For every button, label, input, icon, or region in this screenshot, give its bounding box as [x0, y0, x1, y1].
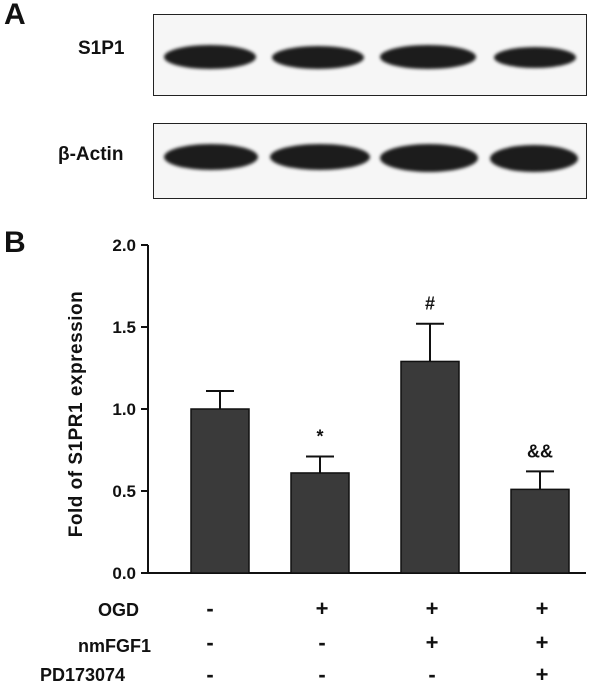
y-tick-label: 0.0	[112, 564, 136, 583]
y-tick-label: 1.5	[112, 318, 136, 337]
y-axis-label: Fold of S1PR1 expression	[66, 291, 87, 537]
condition-mark: +	[315, 596, 329, 621]
bar	[190, 408, 250, 574]
blot-band	[494, 47, 576, 68]
significance-label: &&	[527, 441, 553, 461]
blot-label-beta-actin: β-Actin	[58, 144, 124, 165]
y-tick-label: 1.0	[112, 400, 136, 419]
condition-label-ogd: OGD	[98, 600, 140, 620]
blot-band	[380, 144, 478, 172]
blot-s1p1	[153, 14, 587, 96]
blot-beta-actin	[153, 123, 587, 199]
bar-chart: Fold of S1PR1 expression 0.0 0.5 1.0 1.5 2.0…	[66, 236, 586, 583]
blot-band	[272, 46, 364, 69]
bar	[510, 488, 570, 574]
blot-band	[164, 45, 256, 69]
blot-band	[380, 45, 476, 69]
significance-label: *	[316, 427, 323, 447]
y-tick-label: 0.5	[112, 482, 136, 501]
panel-a-letter: A	[4, 0, 26, 31]
blot-band	[490, 145, 578, 172]
condition-label-nmfgf1: nmFGF1	[78, 636, 152, 656]
significance-label: #	[425, 294, 435, 314]
panel-b-letter: B	[4, 226, 26, 259]
condition-mark: +	[425, 630, 439, 655]
blot-band	[164, 144, 258, 170]
blot-label-s1p1: S1P1	[78, 38, 125, 59]
bar	[290, 472, 350, 574]
condition-label-pd173074: PD173074	[40, 665, 126, 685]
condition-mark: -	[206, 596, 214, 621]
condition-mark: -	[318, 662, 326, 687]
bar	[400, 360, 460, 574]
condition-mark: -	[206, 662, 214, 687]
condition-mark: -	[318, 630, 326, 655]
condition-mark: +	[535, 662, 549, 687]
condition-mark: +	[425, 596, 439, 621]
condition-mark: +	[535, 630, 549, 655]
condition-mark: +	[535, 596, 549, 621]
blot-band	[270, 144, 370, 170]
condition-mark: -	[428, 662, 436, 687]
condition-mark: -	[206, 630, 214, 655]
y-tick-label: 2.0	[112, 236, 136, 255]
